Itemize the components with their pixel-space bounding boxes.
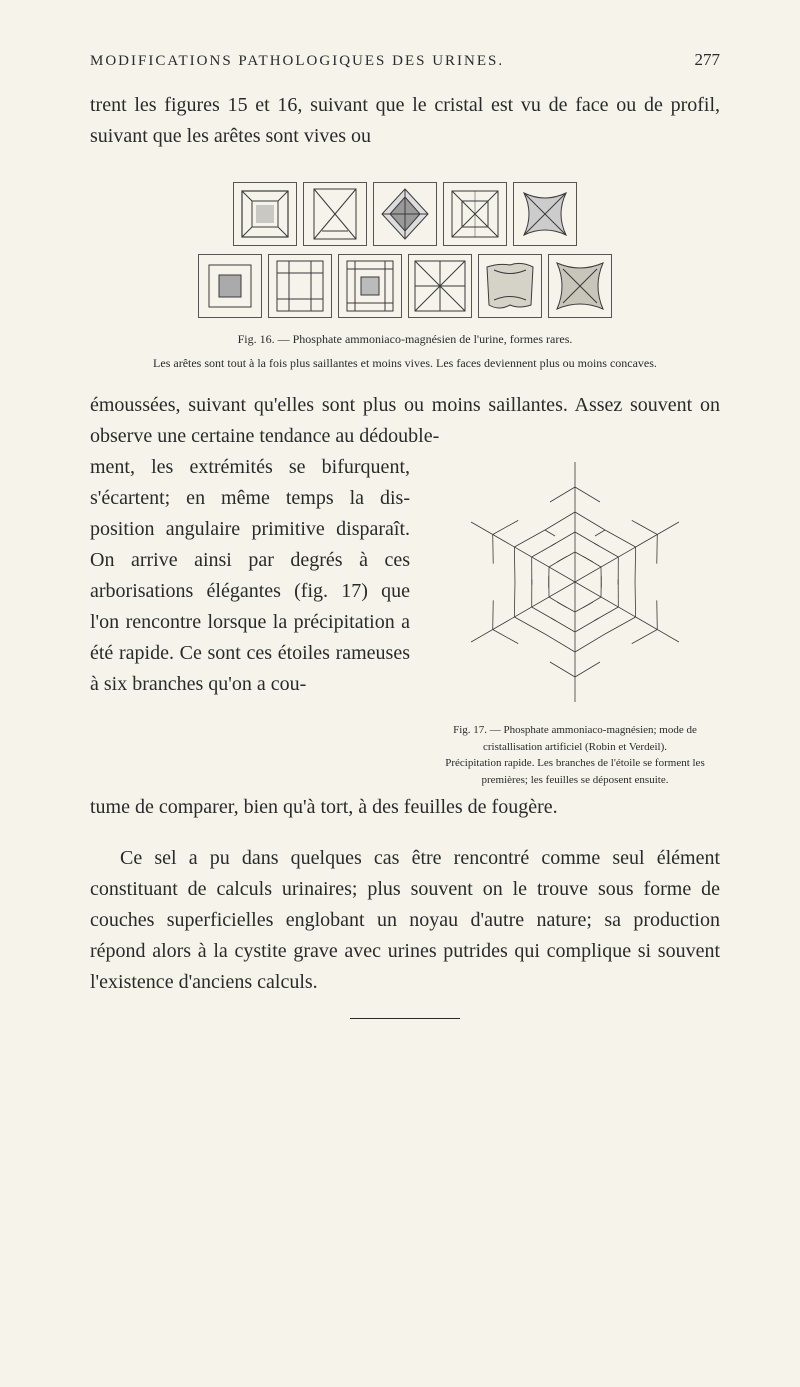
crystal-icon <box>513 182 577 246</box>
figure-17: Fig. 17. — Phosphate ammoniaco-magnésien… <box>430 452 720 788</box>
page-header: MODIFICATIONS PATHOLOGIQUES DES URINES. … <box>90 50 720 70</box>
crystal-icon <box>303 182 367 246</box>
header-title: MODIFICATIONS PATHOLOGIQUES DES URINES. <box>90 53 504 70</box>
crystal-icon <box>443 182 507 246</box>
crystal-icon <box>198 254 262 318</box>
fig16-caption-line2: Les arêtes sont tout à la fois plus sail… <box>120 354 690 372</box>
snowflake-icon <box>435 452 715 712</box>
page-content: MODIFICATIONS PATHOLOGIQUES DES URINES. … <box>0 0 800 1059</box>
fig17-caption-line2: Précipitation rapide. Les branches de l'… <box>435 755 715 788</box>
page-number: 277 <box>695 50 721 70</box>
paragraph-4: Ce sel a pu dans quelques cas être renco… <box>90 843 720 998</box>
crystal-icon <box>408 254 472 318</box>
left-text-column: ment, les extrémités se bifurquent, s'éc… <box>90 452 410 700</box>
crystal-icon <box>478 254 542 318</box>
crystal-row-1 <box>90 182 720 246</box>
crystal-icon <box>268 254 332 318</box>
fig17-caption-line1: Fig. 17. — Phosphate ammoniaco-magnésien… <box>435 722 715 755</box>
figure-16-caption: Fig. 16. — Phosphate ammoniaco-magnésien… <box>90 330 720 372</box>
crystal-icon <box>548 254 612 318</box>
crystal-icon <box>373 182 437 246</box>
crystal-row-2 <box>90 254 720 318</box>
crystal-icon <box>233 182 297 246</box>
figure-16: Fig. 16. — Phosphate ammoniaco-magnésien… <box>90 182 720 372</box>
paragraph-2-full: émoussées, suivant qu'elles sont plus ou… <box>90 390 720 452</box>
section-divider <box>350 1018 460 1019</box>
two-column-section: émoussées, suivant qu'elles sont plus ou… <box>90 390 720 998</box>
figure-17-caption: Fig. 17. — Phosphate ammoniaco-magnésien… <box>430 722 720 788</box>
paragraph-1: trent les figures 15 et 16, suivant que … <box>90 90 720 152</box>
fig16-caption-line1: Fig. 16. — Phosphate ammoniaco-magnésien… <box>120 330 690 348</box>
crystal-icon <box>338 254 402 318</box>
paragraph-3: tume de comparer, bien qu'à tort, à des … <box>90 792 720 823</box>
